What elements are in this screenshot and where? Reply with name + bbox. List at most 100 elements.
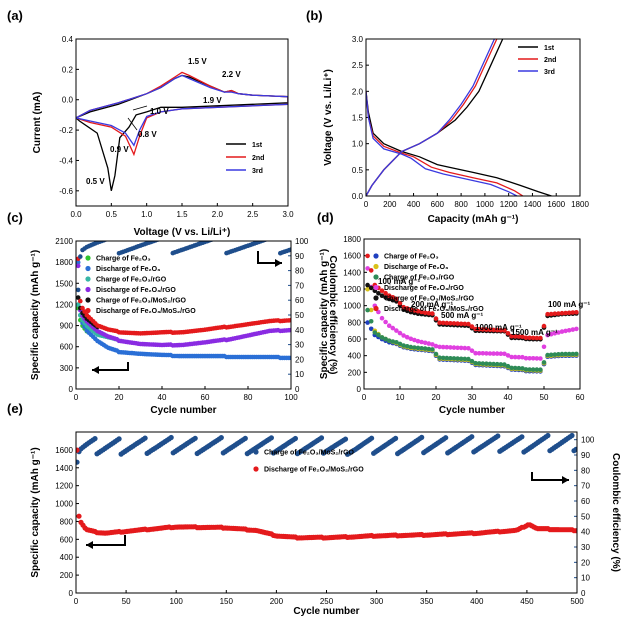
series-charge-of-fe-o-mos-rgo-point [379, 293, 385, 299]
series-charge-of-fe-o-mos-rgo-point [369, 435, 375, 441]
x-tick-label: 50 [540, 393, 549, 402]
x-tick-label: 20 [115, 393, 124, 402]
series-efficiency-point [108, 236, 113, 241]
legend-swatch [373, 295, 379, 301]
y-tick-label: 400 [348, 352, 362, 361]
series-discharge-of-fe-o-mos-rgo-point [440, 320, 446, 326]
series-charge-of-fe-o-rgo-point [390, 339, 396, 344]
right-axis-arrow [531, 472, 569, 481]
x-tick-label: 1200 [500, 200, 518, 209]
series-discharge-of-fe-o-rgo-point [397, 330, 403, 336]
series-discharge-of-fe-o-mos-rgo-point [455, 321, 460, 326]
series-discharge-of-fe-o-mos-rgo-point [408, 307, 414, 312]
series-discharge-of-fe-o-rgo-point [415, 338, 421, 344]
series-discharge-of-fe-o-rgo-point [473, 350, 478, 356]
series-discharge-of-fe-o-rgo-point [419, 339, 424, 345]
series-charge-of-fe-o-mos-rgo-point [116, 436, 122, 442]
series-efficiency-point [110, 235, 115, 240]
peak-annotation: 2.2 V [222, 70, 241, 79]
legend-swatch [85, 307, 91, 314]
series-charge-of-fe-o-mos-rgo-point [469, 434, 475, 440]
x-tick-label: 3.0 [282, 210, 294, 219]
series-discharge-of-fe-o-rgo-point [494, 351, 500, 356]
x-tick-label: 1600 [547, 200, 565, 209]
y-tick-label: 1600 [343, 252, 361, 261]
series-discharge-of-fe-o-rgo-point [545, 332, 550, 338]
legend-label: Charge of Fe₂O₃ [384, 254, 439, 261]
series-discharge-of-fe-o-rgo-point [556, 330, 561, 335]
series-charge-of-fe-o-rgo-point [397, 341, 403, 347]
y-right-tick-label: 60 [581, 497, 590, 506]
plot-area [366, 39, 552, 196]
series-charge-of-fe-o-mos-rgo-point [376, 291, 381, 296]
series-charge-of-fe-o-rgo-point [494, 361, 500, 367]
x-axis-label: Cycle number [150, 405, 216, 416]
legend-swatch [85, 276, 91, 282]
y-right-tick-label: 0 [581, 589, 586, 598]
series-charge-of-fe-o-rgo-point [408, 344, 414, 350]
series-discharge-of-fe-o-mos-rgo-point [368, 268, 374, 273]
y-right-tick-label: 80 [295, 267, 304, 276]
series-charge-of-fe-o-mos-rgo-point [268, 435, 274, 441]
x-tick-label: 150 [220, 597, 234, 606]
x-tick-label: 600 [431, 200, 445, 209]
x-axis-label: Cycle number [439, 405, 505, 416]
series-charge-of-fe-o-rgo-point [530, 367, 536, 372]
series-charge-of-fe-o-rgo-point [365, 307, 370, 313]
series-discharge-of-fe-o-rgo-point [480, 351, 486, 356]
rate-annotation: 100 mA g⁻¹ [548, 300, 590, 309]
series-discharge-of-fe-o-rgo-point [365, 266, 370, 271]
series-discharge-of-fe-o-rgo-point [520, 354, 525, 360]
series-charge-of-fe-o-rgo-point [368, 319, 374, 324]
legend-label: 2nd [252, 155, 264, 162]
series-charge-of-fe-o-mos-rgo-point [419, 434, 425, 440]
series-3rd-line [366, 39, 518, 196]
series-charge-of-fe-o-rgo-point [469, 358, 475, 364]
series-charge-of-fe-o-rgo-point [498, 362, 504, 367]
left-axis-arrow [92, 362, 129, 371]
left-axis-arrowhead [86, 541, 93, 549]
series-charge-of-fe-o-mos-rgo-point [242, 435, 248, 441]
series-charge-of-fe-o-mos-rgo-point [92, 436, 98, 442]
y-right-tick-label: 60 [295, 296, 304, 305]
series-discharge-of-fe-o-mos-rgo-point [570, 310, 576, 315]
series-discharge-of-fe-o-mos-rgo-point [458, 321, 464, 327]
series-discharge-of-fe-o-mos-rgo-point [288, 317, 291, 323]
x-tick-label: 1.0 [141, 210, 153, 219]
series-charge-of-fe-o-rgo-point [570, 351, 576, 357]
legend-label: Discharge of Fe₂O₃/MoS₂/rGO [264, 467, 364, 474]
series-discharge-of-fe-o-rgo-point [451, 345, 457, 350]
series-charge-of-fe-o-rgo-point [448, 356, 453, 361]
series-charge-of-fe-o-rgo-point [520, 366, 525, 371]
series-charge-of-fe-o-rgo-point [404, 344, 410, 349]
series-efficiency-point [115, 233, 120, 238]
y-right-tick-label: 100 [581, 436, 595, 445]
series-discharge-of-fe-o-mos-rgo-point [498, 328, 504, 333]
series-discharge-of-fe-o-mos-rgo-point [80, 305, 85, 311]
y-tick-label: 1000 [343, 302, 361, 311]
x-tick-label: 100 [284, 393, 298, 402]
y-right-tick-label: 40 [295, 326, 304, 335]
peak-annotation: 0.5 V [86, 177, 105, 186]
series-discharge-of-fe-o-rgo-point [476, 351, 482, 356]
series-discharge-of-fe-o-rgo-point [512, 354, 518, 360]
x-tick-label: 100 [170, 597, 184, 606]
y-right-tick-label: 90 [581, 451, 590, 460]
series-charge-of-fe-o-rgo-point [440, 355, 446, 361]
x-tick-label: 40 [504, 393, 513, 402]
series-discharge-of-fe-o-rgo-point [376, 309, 381, 315]
right-axis-arrowhead [562, 476, 569, 484]
series-efficiency-point [267, 236, 272, 241]
series-charge-of-fe-o-rgo-point [76, 302, 81, 307]
y-right-tick-label: 90 [295, 252, 304, 261]
x-tick-label: 1400 [524, 200, 542, 209]
series-discharge-of-fe-o-mos-rgo-point [559, 310, 565, 316]
y-tick-label: -0.6 [59, 187, 73, 196]
series-discharge-of-fe-o-rgo-point [541, 344, 547, 350]
series-discharge-of-fe-o-rgo-point [448, 345, 453, 350]
series-charge-of-fe-o-rgo-point [473, 360, 478, 366]
y-right-tick-label: 30 [295, 341, 304, 350]
series-discharge-of-fe-o-rgo-point [505, 353, 511, 358]
series-discharge-of-fe-o-mos-rgo-point [422, 310, 428, 316]
series-discharge-of-fe-o-rgo-point [559, 329, 565, 334]
